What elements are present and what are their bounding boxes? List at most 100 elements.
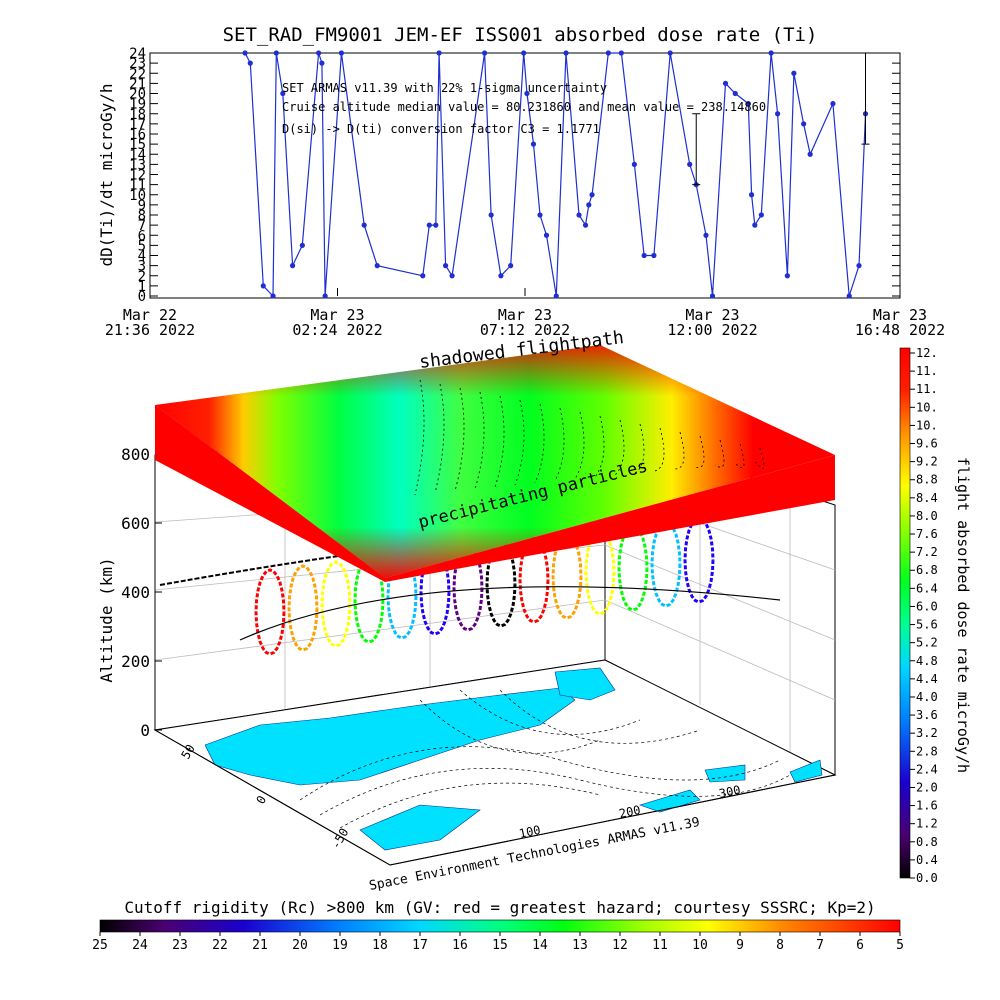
dose-rate-colorbar-label: flight absorbed dose rate microGy/h bbox=[954, 457, 972, 773]
slab-hatch-line bbox=[434, 383, 445, 494]
dose-rate-tick-label: 2.0 bbox=[916, 780, 938, 794]
x-tick-label-top: Mar 23 bbox=[498, 306, 552, 324]
series-point bbox=[374, 263, 380, 269]
cutoff-tick-label: 20 bbox=[292, 938, 308, 953]
altitude-tick-label: 400 bbox=[121, 583, 150, 602]
series-point bbox=[801, 121, 807, 127]
dose-rate-tick-label: 7.2 bbox=[916, 545, 938, 559]
dose-rate-tick-label: 6.4 bbox=[916, 581, 938, 595]
cutoff-tick-label: 18 bbox=[372, 938, 388, 953]
series-point bbox=[521, 50, 527, 56]
dose-rate-tick-label: 4.4 bbox=[916, 672, 938, 686]
y-tick-label: 12 bbox=[129, 168, 146, 184]
annotation-line-3: D(si) -> D(ti) conversion factor C3 = 1.… bbox=[282, 122, 600, 136]
slab-hatch-line bbox=[594, 415, 605, 478]
series-point bbox=[605, 50, 611, 56]
series-point bbox=[758, 212, 764, 218]
series-point bbox=[442, 263, 449, 269]
orbit-loop bbox=[254, 568, 286, 656]
top-y-axis-label: dD(Ti)/dt microGy/h bbox=[97, 83, 116, 266]
dose-rate-tick-label: 11. bbox=[916, 364, 938, 378]
cutoff-tick-label: 10 bbox=[692, 938, 708, 953]
dose-rate-tick-label: 8.0 bbox=[916, 509, 938, 523]
top-chart: 0123456789101112131415161718192021222324… bbox=[97, 46, 945, 339]
cutoff-tick-label: 13 bbox=[572, 938, 588, 953]
x-tick-label-bottom: 21:36 2022 bbox=[105, 321, 195, 339]
annotation-line-2: Cruise altitude median value = 80.231860… bbox=[282, 100, 766, 114]
series-point bbox=[791, 70, 797, 76]
orbit-loop bbox=[683, 516, 715, 604]
dose-rate-tick-label: 7.6 bbox=[916, 527, 938, 541]
series-point bbox=[830, 101, 836, 107]
series-point bbox=[524, 90, 530, 97]
x-tick-label-bottom: 02:24 2022 bbox=[292, 321, 382, 339]
cutoff-tick-label: 6 bbox=[856, 938, 864, 953]
lat-tick-label: 0 bbox=[253, 793, 269, 806]
cutoff-tick-label: 11 bbox=[652, 938, 668, 953]
y-tick-label: 7 bbox=[138, 218, 146, 234]
series-point bbox=[631, 161, 637, 167]
y-tick-label: 19 bbox=[129, 97, 146, 113]
series-point bbox=[436, 50, 442, 56]
x-tick-label-top: Mar 23 bbox=[310, 306, 364, 324]
altitude-tick-label: 800 bbox=[121, 445, 150, 464]
series-point bbox=[687, 161, 693, 167]
slab-hatch-line bbox=[634, 423, 645, 474]
cutoff-tick-label: 22 bbox=[212, 938, 228, 953]
cutoff-rigidity-title: Cutoff rigidity (Rc) >800 km (GV: red = … bbox=[124, 898, 875, 917]
lon-axis-line bbox=[389, 774, 836, 866]
dose-rate-tick-label: 8.4 bbox=[916, 491, 938, 505]
series-point bbox=[498, 273, 504, 279]
x-tick-label-bottom: 12:00 2022 bbox=[667, 321, 757, 339]
orbit-loop bbox=[353, 556, 385, 644]
base-map-dashed-tracks bbox=[299, 689, 791, 829]
dose-rate-tick-label: 0.8 bbox=[916, 835, 938, 849]
dose-rate-tick-label: 5.2 bbox=[916, 636, 938, 650]
y-tick-label: 9 bbox=[138, 198, 146, 214]
dose-rate-tick-label: 1.6 bbox=[916, 799, 938, 813]
series-point bbox=[247, 60, 253, 66]
series-point bbox=[618, 50, 624, 56]
slab-hatch-line bbox=[714, 439, 725, 468]
base-map-land bbox=[204, 667, 823, 851]
cutoff-tick-label: 14 bbox=[532, 938, 548, 953]
series-point bbox=[338, 50, 345, 56]
orbit-loop bbox=[584, 528, 616, 616]
cutoff-tick-label: 12 bbox=[612, 938, 628, 953]
slab-hatch-line bbox=[734, 443, 745, 468]
dose-rate-tick-label: 8.8 bbox=[916, 473, 938, 487]
orbit-loop bbox=[551, 532, 583, 620]
slab-hatch-line bbox=[494, 395, 505, 488]
orbit-loop bbox=[386, 552, 418, 640]
slab-hatch-line bbox=[454, 387, 465, 492]
dose-rate-tick-label: 6.0 bbox=[916, 599, 938, 613]
series-point bbox=[768, 50, 774, 56]
series-point bbox=[748, 192, 755, 198]
lat-tick-label: 50 bbox=[178, 742, 197, 762]
series-point bbox=[582, 222, 589, 228]
series-point bbox=[543, 232, 550, 238]
series-point bbox=[322, 293, 328, 299]
series-point bbox=[280, 90, 286, 97]
y-tick-label: 16 bbox=[129, 127, 146, 143]
slab-hatch-line bbox=[694, 435, 705, 469]
cutoff-tick-label: 17 bbox=[412, 938, 428, 953]
y-tick-label: 24 bbox=[129, 46, 146, 62]
cutoff-rigidity-strip bbox=[99, 919, 901, 933]
series-point bbox=[270, 293, 276, 299]
cutoff-tick-label: 9 bbox=[736, 938, 744, 953]
lon-tick-label: 200 bbox=[618, 803, 642, 821]
dose-rate-tick-label: 2.4 bbox=[916, 762, 938, 776]
y-tick-label: 2 bbox=[138, 269, 146, 285]
orbit-loop bbox=[485, 540, 517, 628]
slab-sides bbox=[155, 405, 835, 582]
series-point bbox=[709, 293, 716, 299]
cutoff-tick-label: 15 bbox=[492, 938, 508, 953]
series-point bbox=[784, 273, 790, 279]
cutoff-tick-label: 19 bbox=[332, 938, 348, 953]
dose-rate-tick-label: 5.6 bbox=[916, 618, 938, 632]
